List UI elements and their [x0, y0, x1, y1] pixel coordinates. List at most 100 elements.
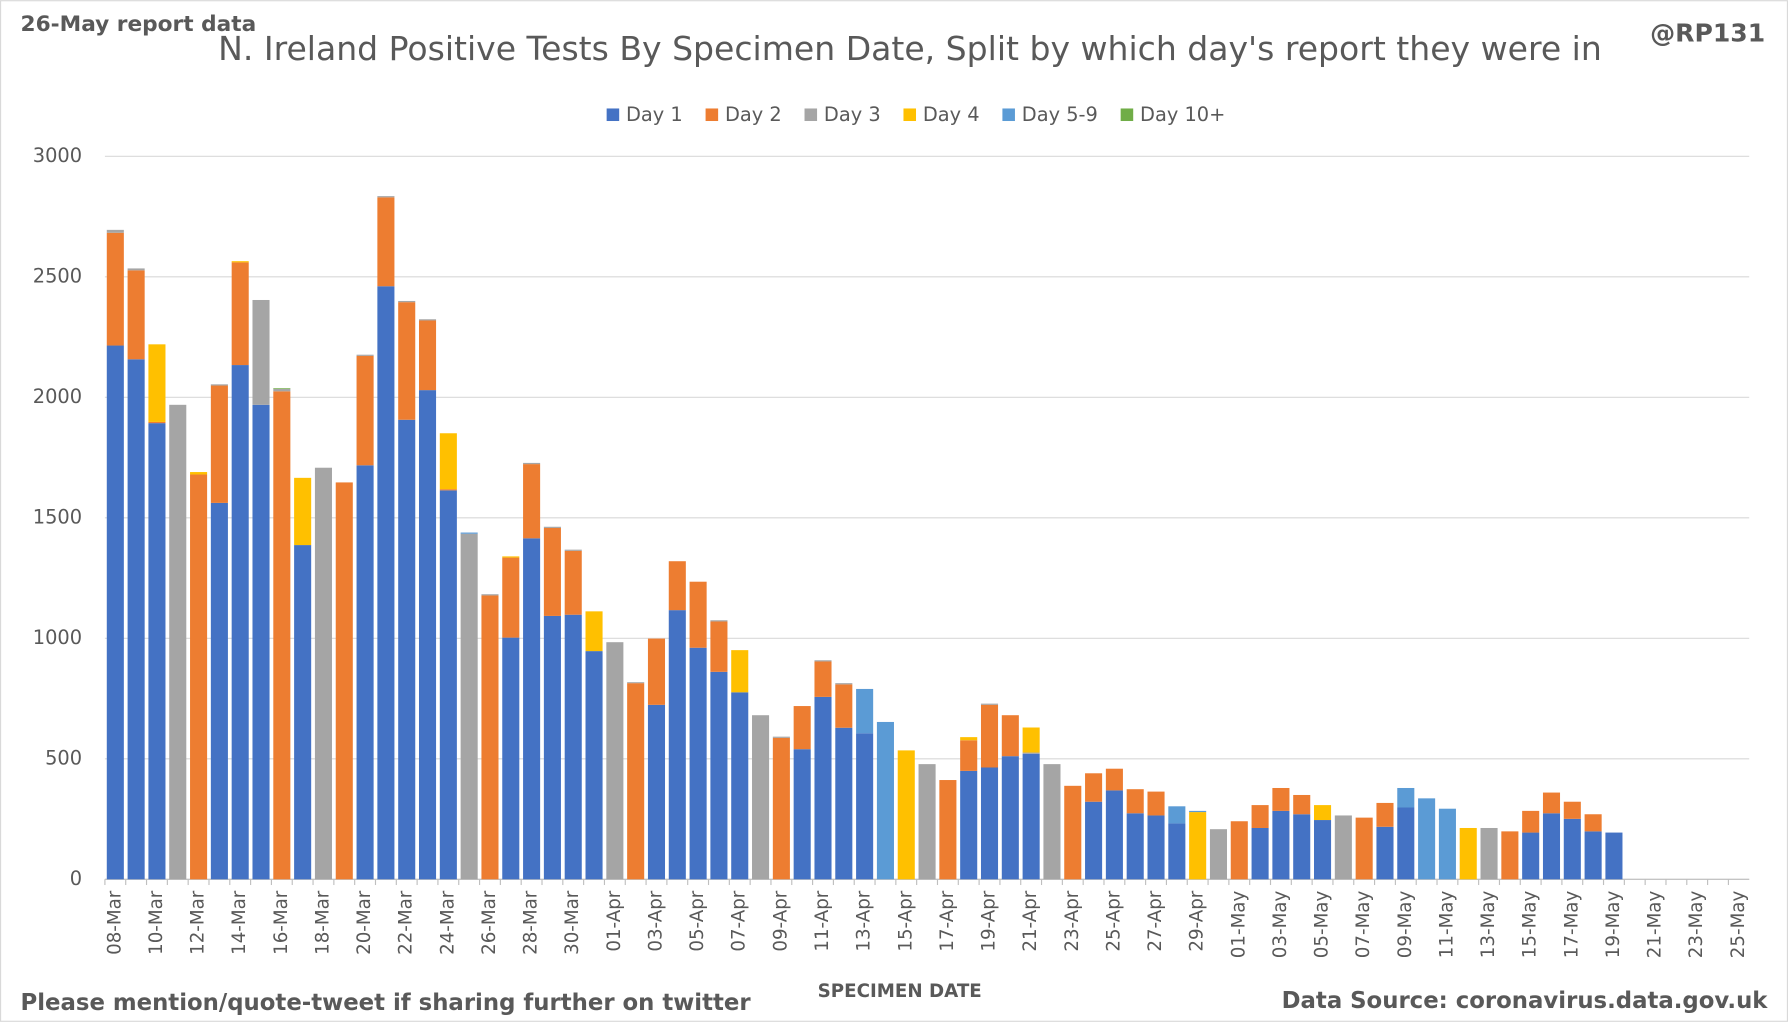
- bar-segment: [835, 684, 853, 728]
- x-tick-label: 19-May: [1603, 891, 1624, 959]
- bar-segment: [1293, 794, 1311, 815]
- bar-segment: [1522, 832, 1540, 880]
- bar-segment: [1376, 802, 1394, 827]
- legend-swatch: [903, 108, 917, 122]
- bar-segment: [1147, 791, 1165, 816]
- bar-segment: [377, 197, 395, 287]
- bar-segment: [377, 286, 395, 880]
- bar-segment: [439, 490, 457, 880]
- bar-segment: [127, 359, 145, 880]
- x-tick-label: 16-Mar: [271, 890, 292, 955]
- bar-segment: [1272, 810, 1290, 880]
- bar-segment: [835, 683, 853, 685]
- bar-segment: [1022, 753, 1040, 880]
- bar-segment: [1438, 808, 1456, 880]
- bar-segment: [1397, 807, 1415, 880]
- bar-segment: [523, 464, 541, 539]
- bar-segment: [1563, 818, 1581, 880]
- x-tick-label: 10-Mar: [146, 890, 167, 955]
- bar-segment: [273, 388, 291, 389]
- bar-segment: [106, 229, 124, 233]
- legend-label: Day 1: [626, 103, 683, 126]
- bar-segment: [231, 365, 249, 880]
- bar-segment: [793, 749, 811, 880]
- x-tick-label: 18-Mar: [312, 890, 333, 955]
- y-tick-label: 500: [45, 746, 82, 769]
- bar-segment: [502, 637, 520, 880]
- bar-segment: [106, 345, 124, 880]
- bar-segment: [585, 611, 603, 652]
- bar-segment: [1480, 827, 1498, 880]
- bar-segment: [1314, 820, 1332, 880]
- bar-segment: [1459, 827, 1477, 880]
- legend-label: Day 10+: [1140, 103, 1225, 126]
- bar-segment: [252, 404, 270, 880]
- x-tick-label: 09-May: [1395, 891, 1416, 959]
- bar-segment: [190, 474, 208, 880]
- bar-segment: [689, 647, 707, 880]
- bar-segment: [1355, 817, 1373, 880]
- x-tick-label: 07-Apr: [729, 890, 750, 951]
- bar-segment: [418, 390, 437, 880]
- bar-segment: [1563, 801, 1581, 819]
- x-tick-label: 01-May: [1228, 891, 1249, 959]
- x-tick-label: 11-May: [1436, 891, 1457, 959]
- x-tick-label: 07-May: [1353, 891, 1374, 959]
- bar-segment: [210, 385, 228, 503]
- bar-segment: [980, 704, 999, 768]
- x-tick-label: 25-May: [1728, 891, 1749, 959]
- y-tick-label: 2000: [33, 385, 82, 408]
- x-tick-label: 17-May: [1561, 891, 1582, 959]
- bar-segment: [627, 683, 645, 880]
- x-tick-label: 17-Apr: [937, 890, 958, 951]
- bar-segment: [814, 661, 832, 697]
- bar-segment: [1126, 813, 1144, 880]
- bar-segment: [543, 615, 561, 880]
- bar-segment: [418, 320, 437, 391]
- bar-segment: [1251, 805, 1269, 828]
- bar-segment: [398, 302, 416, 420]
- bar-segment: [980, 767, 999, 880]
- x-tick-label: 11-Apr: [812, 890, 833, 951]
- bar-segment: [668, 610, 686, 880]
- bar-segment: [190, 472, 208, 475]
- bar-segment: [731, 692, 749, 880]
- bar-segment: [564, 550, 582, 615]
- bar-segment: [1147, 815, 1165, 880]
- bar-segment: [231, 262, 249, 366]
- bar-segment: [106, 232, 124, 346]
- bar-segment: [335, 482, 353, 880]
- bar-segment: [1314, 805, 1332, 821]
- bar-segment: [1085, 773, 1103, 802]
- bar-segment: [814, 660, 832, 662]
- bar-segment: [273, 388, 291, 392]
- bar-segment: [627, 682, 645, 684]
- bar-segment: [564, 549, 582, 551]
- x-tick-label: 09-Apr: [770, 890, 791, 951]
- bar-segment: [1168, 823, 1186, 880]
- bar-segment: [1605, 832, 1623, 880]
- bar-segment: [1064, 785, 1082, 880]
- x-tick-label: 15-May: [1520, 891, 1541, 959]
- bar-segment: [856, 688, 874, 734]
- bar-segment: [1022, 727, 1040, 753]
- bar-segment: [918, 764, 936, 880]
- bar-segment: [1105, 790, 1123, 880]
- bar-segment: [1542, 792, 1561, 814]
- bar-segment: [647, 638, 666, 705]
- x-tick-label: 24-Mar: [437, 890, 458, 955]
- bar-segment: [543, 526, 561, 528]
- bar-segment: [856, 733, 874, 880]
- x-tick-label: 01-Apr: [604, 890, 625, 951]
- y-tick-label: 3000: [33, 144, 82, 167]
- bar-segment: [1376, 826, 1394, 880]
- bar-segment: [169, 404, 187, 880]
- bar-segment: [523, 538, 541, 880]
- bar-segment: [1251, 827, 1269, 880]
- bar-segment: [772, 736, 790, 738]
- bar-segment: [1584, 814, 1602, 832]
- bar-segment: [523, 462, 541, 465]
- bar-segment: [127, 268, 145, 271]
- x-tick-label: 23-May: [1686, 891, 1707, 959]
- bar-segment: [127, 270, 145, 360]
